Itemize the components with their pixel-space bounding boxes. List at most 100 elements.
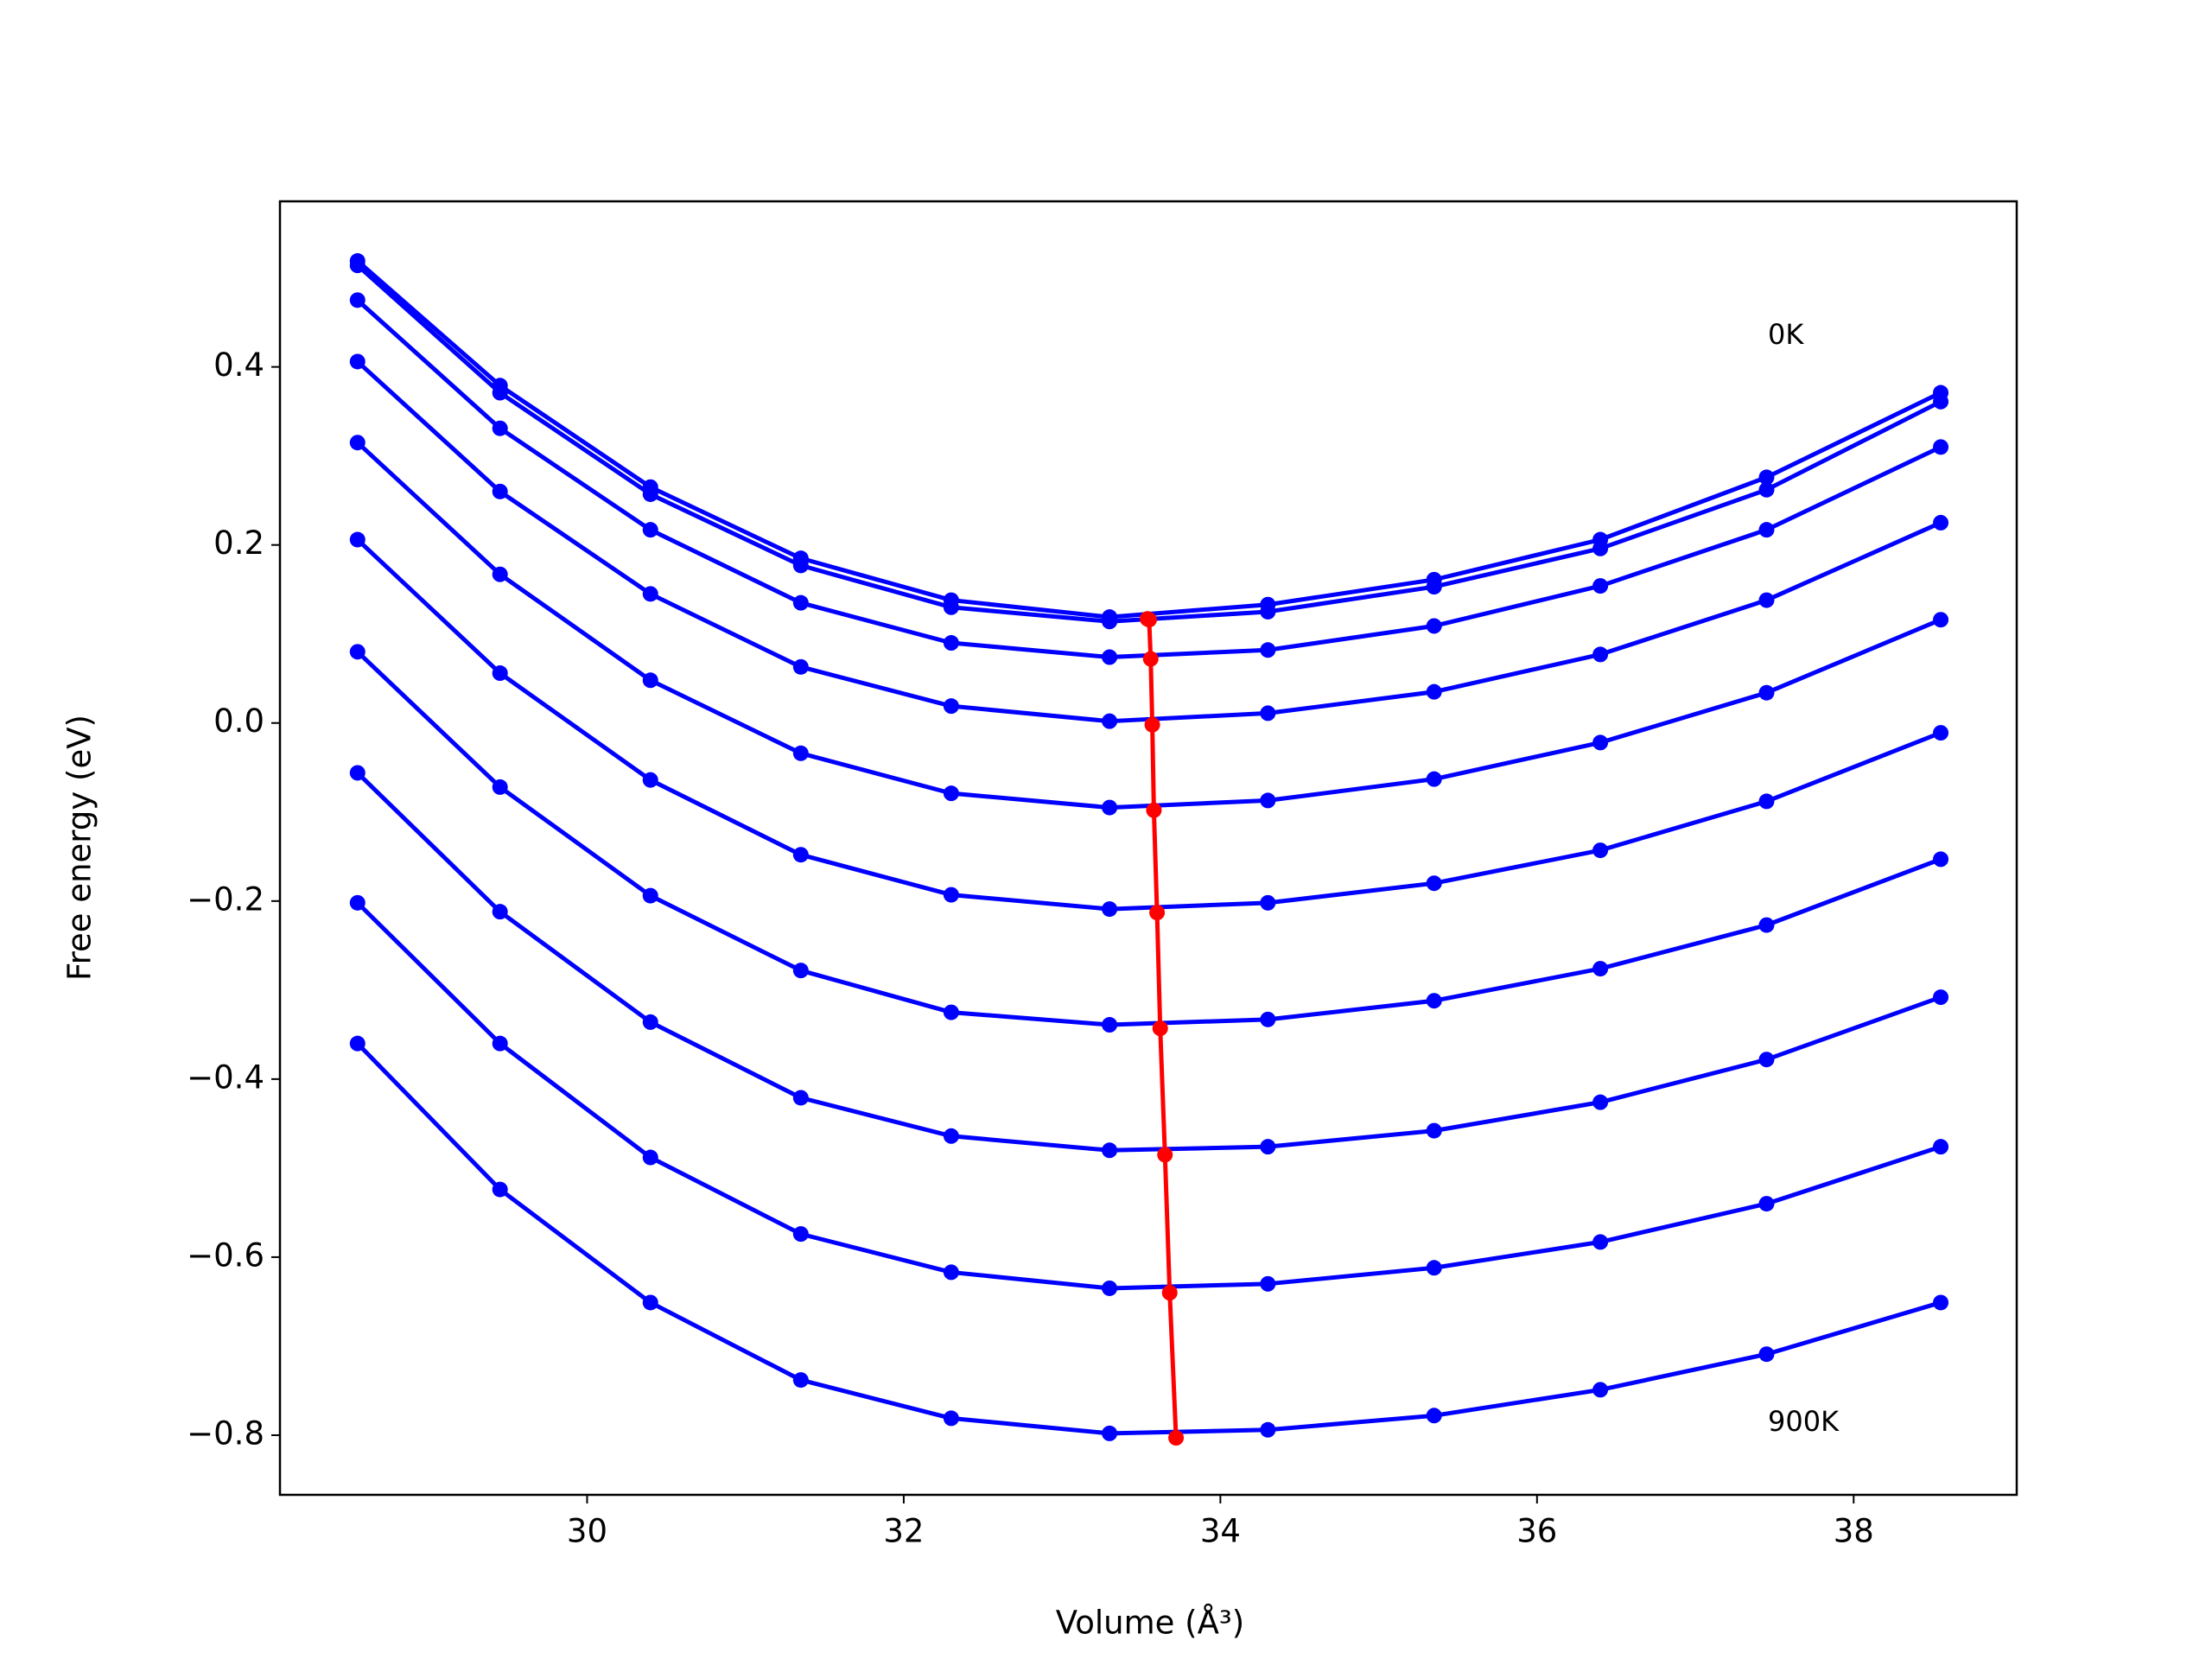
data-point — [349, 353, 365, 370]
data-point — [792, 557, 809, 574]
data-point — [1758, 917, 1775, 933]
data-point — [1161, 1285, 1178, 1301]
data-point — [1152, 1020, 1168, 1037]
data-point — [642, 887, 658, 904]
data-point — [1758, 592, 1775, 608]
data-point — [1260, 705, 1276, 721]
data-point — [1426, 1260, 1442, 1276]
data-point — [1426, 993, 1442, 1009]
data-point — [642, 1149, 658, 1166]
data-point — [1102, 901, 1118, 918]
series-line — [356, 298, 1942, 660]
data-point — [1260, 1011, 1276, 1027]
x-tick-label: 38 — [1834, 1513, 1874, 1550]
data-point — [349, 644, 365, 660]
data-point — [1142, 651, 1159, 667]
y-tick-label: −0.2 — [187, 880, 264, 918]
data-point — [1260, 603, 1276, 620]
data-point — [1146, 802, 1162, 818]
data-point — [642, 672, 658, 689]
data-point — [349, 531, 365, 548]
data-point — [1426, 1122, 1442, 1139]
data-point — [1758, 469, 1775, 486]
data-point — [943, 698, 959, 715]
data-point — [1933, 1294, 1949, 1311]
x-tick-label: 36 — [1516, 1513, 1557, 1550]
x-tick-label: 32 — [883, 1513, 924, 1550]
annotation: 900K — [1768, 1405, 1840, 1438]
data-point — [1426, 1408, 1442, 1424]
data-point — [1260, 642, 1276, 658]
data-point — [792, 745, 809, 761]
data-point — [492, 1181, 508, 1198]
series-line — [356, 901, 1942, 1291]
data-point — [1592, 646, 1609, 663]
data-point — [1157, 1147, 1173, 1163]
data-point — [1260, 1421, 1276, 1438]
data-point — [1102, 1280, 1118, 1296]
data-point — [1933, 612, 1949, 628]
data-point — [349, 765, 365, 781]
data-point — [642, 486, 658, 502]
data-point — [1102, 1142, 1118, 1159]
data-point — [349, 894, 365, 911]
data-point — [792, 1226, 809, 1243]
plot-frame — [278, 200, 2018, 1497]
data-point — [492, 1035, 508, 1052]
data-point — [1102, 1017, 1118, 1033]
data-point — [1102, 713, 1118, 729]
data-point — [1426, 579, 1442, 595]
data-point — [492, 904, 508, 920]
y-tick-label: 0.4 — [213, 346, 264, 384]
x-axis-label: Volume (Å³) — [1056, 1604, 1244, 1642]
data-point — [1426, 771, 1442, 787]
data-point — [792, 963, 809, 979]
data-point — [1592, 1094, 1609, 1110]
data-point — [492, 665, 508, 682]
data-point — [943, 1410, 959, 1427]
x-tick-label: 30 — [567, 1513, 607, 1550]
data-point — [1933, 989, 1949, 1006]
data-point — [943, 635, 959, 652]
y-tick-label: 0.2 — [213, 524, 264, 562]
data-point — [349, 292, 365, 308]
data-point — [1102, 1425, 1118, 1441]
data-point — [1592, 842, 1609, 859]
data-point — [1426, 618, 1442, 634]
series-line — [356, 264, 1942, 624]
data-point — [943, 599, 959, 615]
data-point — [1758, 1052, 1775, 1068]
data-point — [1933, 439, 1949, 455]
data-point — [1426, 875, 1442, 892]
data-point — [642, 772, 658, 788]
data-point — [349, 1035, 365, 1052]
data-point — [1592, 1382, 1609, 1398]
data-point — [1758, 1346, 1775, 1363]
data-point — [792, 1372, 809, 1389]
data-point — [1758, 522, 1775, 538]
data-point — [349, 435, 365, 451]
data-point — [492, 483, 508, 499]
data-point — [642, 1014, 658, 1030]
data-point — [1933, 393, 1949, 410]
y-tick-label: 0.0 — [213, 702, 264, 740]
data-point — [1260, 1275, 1276, 1292]
data-point — [1168, 1430, 1185, 1446]
data-point — [1933, 725, 1949, 741]
series-line — [355, 1041, 1942, 1436]
data-point — [1592, 578, 1609, 594]
data-point — [1592, 540, 1609, 556]
data-point — [1933, 514, 1949, 531]
y-tick-label: −0.4 — [187, 1058, 264, 1096]
data-point — [1592, 734, 1609, 751]
data-point — [943, 1128, 959, 1144]
data-point — [1102, 613, 1118, 630]
series-line — [1146, 617, 1179, 1439]
data-point — [1933, 851, 1949, 868]
data-point — [1102, 799, 1118, 816]
data-point — [792, 594, 809, 611]
data-point — [492, 385, 508, 401]
data-point — [792, 658, 809, 675]
data-point — [1102, 649, 1118, 665]
data-point — [943, 1264, 959, 1281]
